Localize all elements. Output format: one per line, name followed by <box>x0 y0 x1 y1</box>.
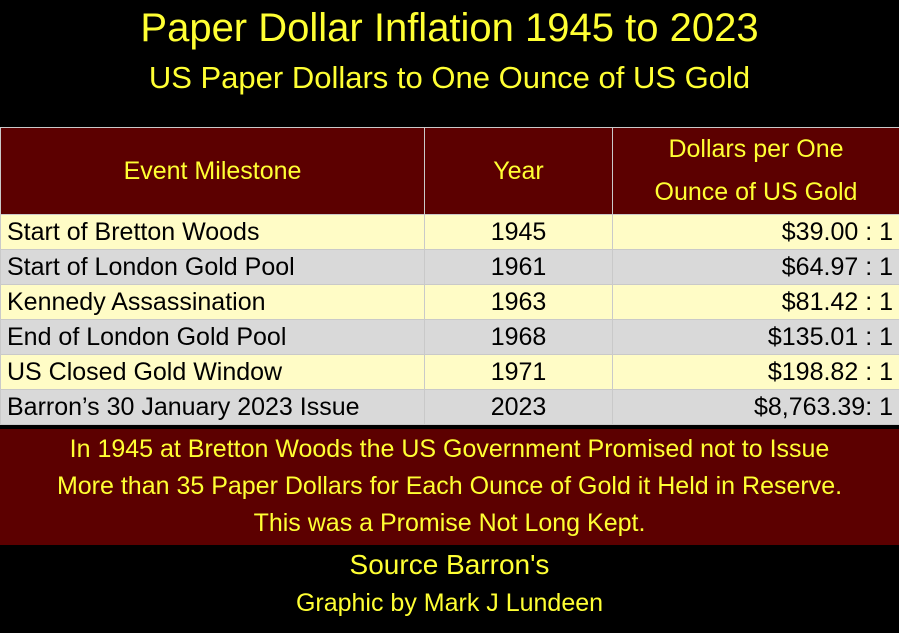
table-cell: $39.00 : 1 <box>612 214 899 250</box>
table-cell: 1971 <box>424 354 613 390</box>
table-cell: $8,763.39: 1 <box>612 389 899 425</box>
credit: Graphic by Mark J Lundeen <box>295 589 604 617</box>
table: Event Milestone Year Dollars per One Oun… <box>0 127 899 425</box>
table-row: Start of London Gold Pool 1961 $64.97 : 1 <box>0 249 899 285</box>
table-cell: End of London Gold Pool <box>0 319 425 355</box>
column-header: Year <box>424 127 613 215</box>
table-row: Start of Bretton Woods 1945 $39.00 : 1 <box>0 214 899 250</box>
header-line: Ounce of US Gold <box>654 178 858 206</box>
table-cell: $81.42 : 1 <box>612 284 899 320</box>
note: In 1945 at Bretton Woods the US Governme… <box>0 429 899 545</box>
note-line: In 1945 at Bretton Woods the US Governme… <box>69 435 830 463</box>
table-cell: Start of London Gold Pool <box>0 249 425 285</box>
table-cell: $198.82 : 1 <box>612 354 899 390</box>
table-row: Barron’s 30 January 2023 Issue 2023 $8,763… <box>0 389 899 425</box>
header-line: Dollars per One <box>668 135 844 163</box>
table-cell: $135.01 : 1 <box>612 319 899 355</box>
table-row: Kennedy Assassination 1963 $81.42 : 1 <box>0 284 899 320</box>
table-cell: 1968 <box>424 319 613 355</box>
title: Paper Dollar Inflation 1945 to 2023 <box>140 6 759 50</box>
table-cell: 1945 <box>424 214 613 250</box>
table-row: US Closed Gold Window 1971 $198.82 : 1 <box>0 354 899 390</box>
table-cell: $64.97 : 1 <box>612 249 899 285</box>
source: Source Barron's <box>349 549 550 580</box>
subtitle: US Paper Dollars to One Ounce of US Gold <box>148 60 751 95</box>
table-cell: US Closed Gold Window <box>0 354 425 390</box>
table-cell: Start of Bretton Woods <box>0 214 425 250</box>
table-cell: 2023 <box>424 389 613 425</box>
header-row: Event Milestone Year Dollars per One Oun… <box>0 127 899 215</box>
table-cell: Barron’s 30 January 2023 Issue <box>0 389 425 425</box>
note-line: This was a Promise Not Long Kept. <box>253 509 646 537</box>
note-line: More than 35 Paper Dollars for Each Ounc… <box>56 472 843 500</box>
table-cell: 1961 <box>424 249 613 285</box>
table-row: End of London Gold Pool 1968 $135.01 : 1 <box>0 319 899 355</box>
column-header: Event Milestone <box>0 127 425 215</box>
column-header: Dollars per One Ounce of US Gold <box>612 127 899 215</box>
table-cell: Kennedy Assassination <box>0 284 425 320</box>
table-cell: 1963 <box>424 284 613 320</box>
